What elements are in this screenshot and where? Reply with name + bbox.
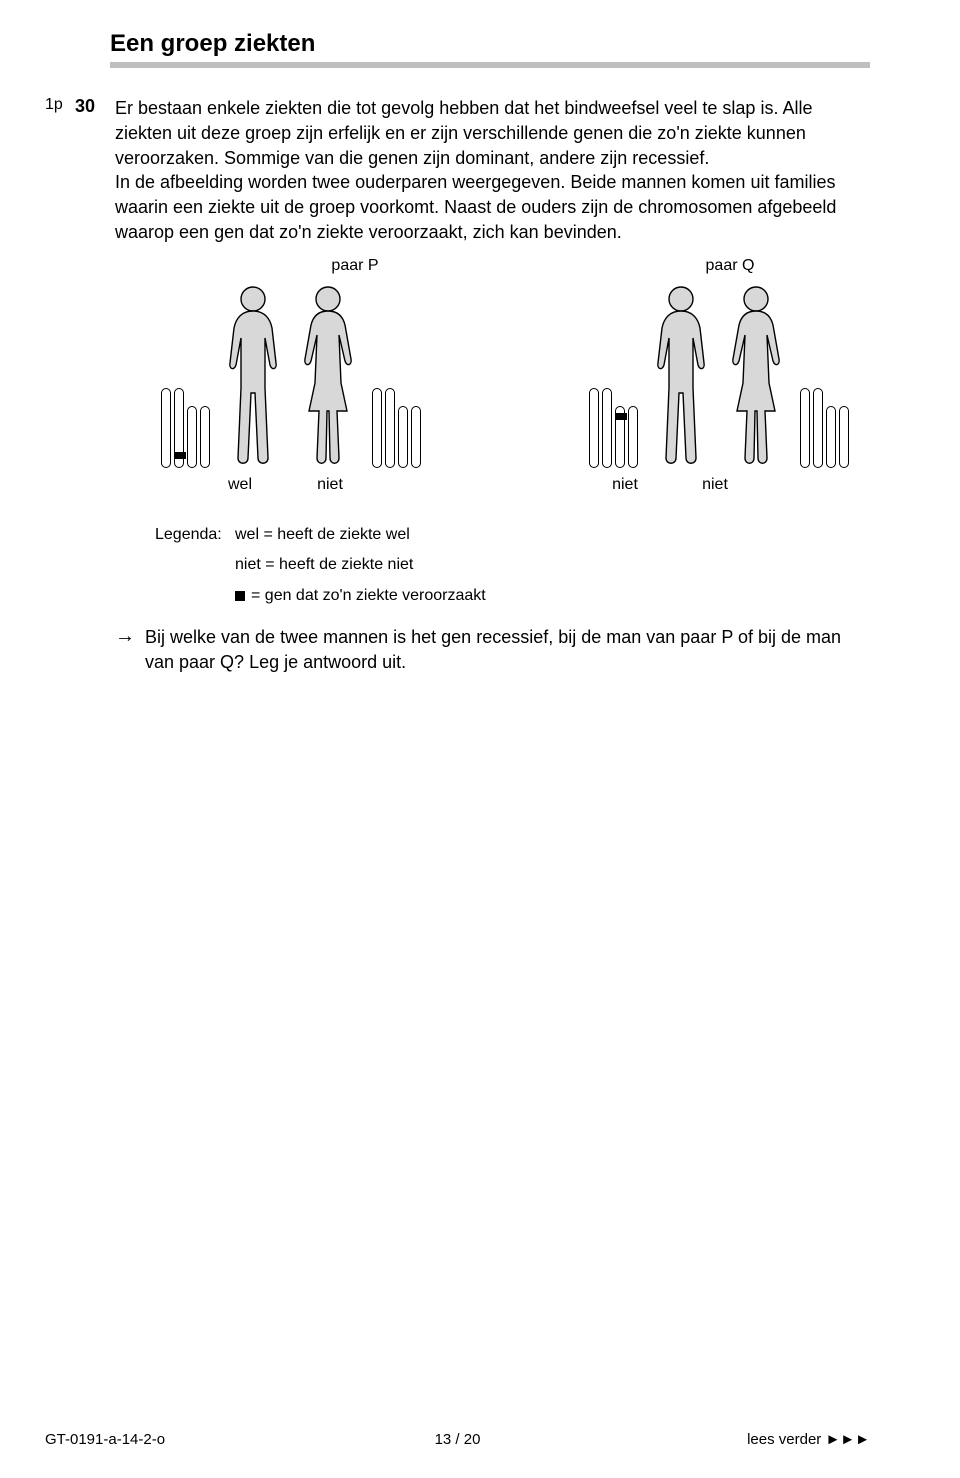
figure: paar P paar Q <box>155 257 855 494</box>
legend-spacer <box>155 581 235 611</box>
question-text: Bij welke van de twee mannen is het gen … <box>145 625 870 675</box>
pair-q-group <box>583 283 855 468</box>
chrom-set-p-male <box>161 388 210 468</box>
gene-marker-icon <box>174 452 186 459</box>
chromosome <box>372 388 382 468</box>
chromosome <box>161 388 171 468</box>
title-underline <box>110 62 870 68</box>
footer-right: lees verder ►►► <box>747 1431 870 1448</box>
legend-row-3: = gen dat zo'n ziekte veroorzaakt <box>155 581 870 611</box>
chromosome <box>615 406 625 468</box>
female-body-icon <box>291 283 366 468</box>
chromosome <box>839 406 849 468</box>
label-p-male: wel <box>210 476 270 494</box>
chromosome <box>602 388 612 468</box>
bodies-p <box>216 283 366 468</box>
chromosome <box>411 406 421 468</box>
bodies-q <box>644 283 794 468</box>
legend-prefix: Legenda: <box>155 520 235 550</box>
chromosome <box>800 388 810 468</box>
chromosome <box>628 406 638 468</box>
male-body-icon <box>644 283 719 468</box>
female-body-icon <box>719 283 794 468</box>
figure-row <box>155 283 855 468</box>
chromosome <box>200 406 210 468</box>
page-footer: GT-0191-a-14-2-o 13 / 20 lees verder ►►► <box>45 1431 870 1448</box>
pair-labels-row: paar P paar Q <box>155 257 855 275</box>
chrom-set-p-female <box>372 388 421 468</box>
question-line: → Bij welke van de twee mannen is het ge… <box>115 625 870 675</box>
exam-page: Een groep ziekten 1p 30 Er bestaan enkel… <box>0 0 960 1478</box>
label-q-male: niet <box>595 476 655 494</box>
legend: Legenda: wel = heeft de ziekte wel niet … <box>155 520 870 611</box>
points-label: 1p <box>45 96 75 245</box>
chrom-set-q-male <box>589 388 638 468</box>
legend-line-2: niet = heeft de ziekte niet <box>235 550 413 580</box>
legend-row-2: niet = heeft de ziekte niet <box>155 550 870 580</box>
title-block: Een groep ziekten <box>110 30 870 68</box>
question-body: Er bestaan enkele ziekten die tot gevolg… <box>115 96 870 245</box>
pair-p-label: paar P <box>155 257 485 275</box>
arrow-icon: → <box>115 625 145 675</box>
question-number: 30 <box>75 96 115 245</box>
section-title: Een groep ziekten <box>110 30 870 58</box>
under-labels-row: wel niet niet niet <box>155 476 855 494</box>
legend-line-1: wel = heeft de ziekte wel <box>235 520 410 550</box>
legend-line-3: = gen dat zo'n ziekte veroorzaakt <box>235 581 486 611</box>
gene-square-icon <box>235 591 245 601</box>
legend-spacer <box>155 550 235 580</box>
legend-row-1: Legenda: wel = heeft de ziekte wel <box>155 520 870 550</box>
question-row: 1p 30 Er bestaan enkele ziekten die tot … <box>45 96 870 245</box>
pair-p-group <box>155 283 427 468</box>
chromosome <box>187 406 197 468</box>
label-q-female: niet <box>685 476 745 494</box>
chromosome <box>174 388 184 468</box>
legend-line-3-text: = gen dat zo'n ziekte veroorzaakt <box>251 587 486 604</box>
chromosome <box>385 388 395 468</box>
chromosome <box>589 388 599 468</box>
chromosome <box>813 388 823 468</box>
chrom-set-q-female <box>800 388 849 468</box>
chromosome <box>826 406 836 468</box>
pair-q-label: paar Q <box>485 257 855 275</box>
chromosome <box>398 406 408 468</box>
gene-marker-icon <box>615 413 627 420</box>
label-p-female: niet <box>300 476 360 494</box>
male-body-icon <box>216 283 291 468</box>
